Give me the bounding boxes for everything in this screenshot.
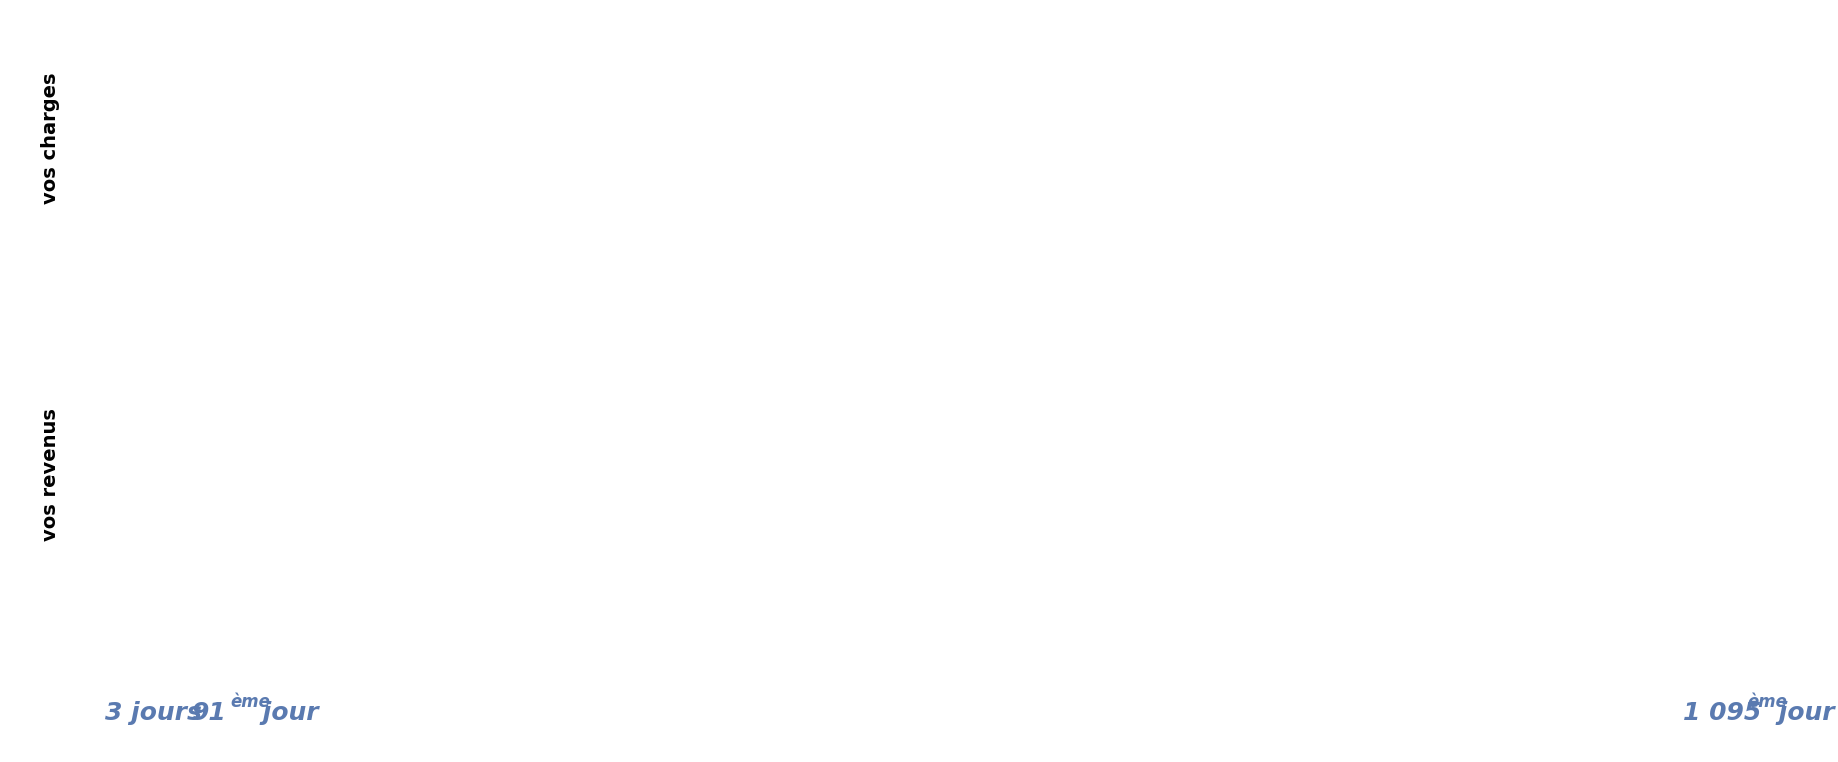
Text: ème: ème (1746, 693, 1787, 710)
Text: vos charges: vos charges (40, 72, 59, 203)
Text: 3 jours: 3 jours (105, 700, 202, 725)
Text: CNAVPL: CNAVPL (134, 594, 215, 613)
Text: jour: jour (254, 700, 320, 725)
Text: AXA - AGIPI: AXA - AGIPI (116, 478, 233, 496)
Text: AXA - AGIPI: AXA - AGIPI (890, 126, 1053, 150)
Text: 1 095: 1 095 (1684, 700, 1761, 725)
Text: 55,44 €/jour: 55,44 €/jour (965, 585, 1118, 605)
Text: ème: ème (230, 693, 270, 710)
Text: vos revenus: vos revenus (40, 408, 59, 541)
Text: AXA - AGIPI: AXA - AGIPI (890, 346, 1053, 370)
Text: jour: jour (1770, 700, 1834, 725)
Text: 91: 91 (191, 700, 226, 725)
Text: CARPIMKO: CARPIMKO (970, 531, 1112, 555)
